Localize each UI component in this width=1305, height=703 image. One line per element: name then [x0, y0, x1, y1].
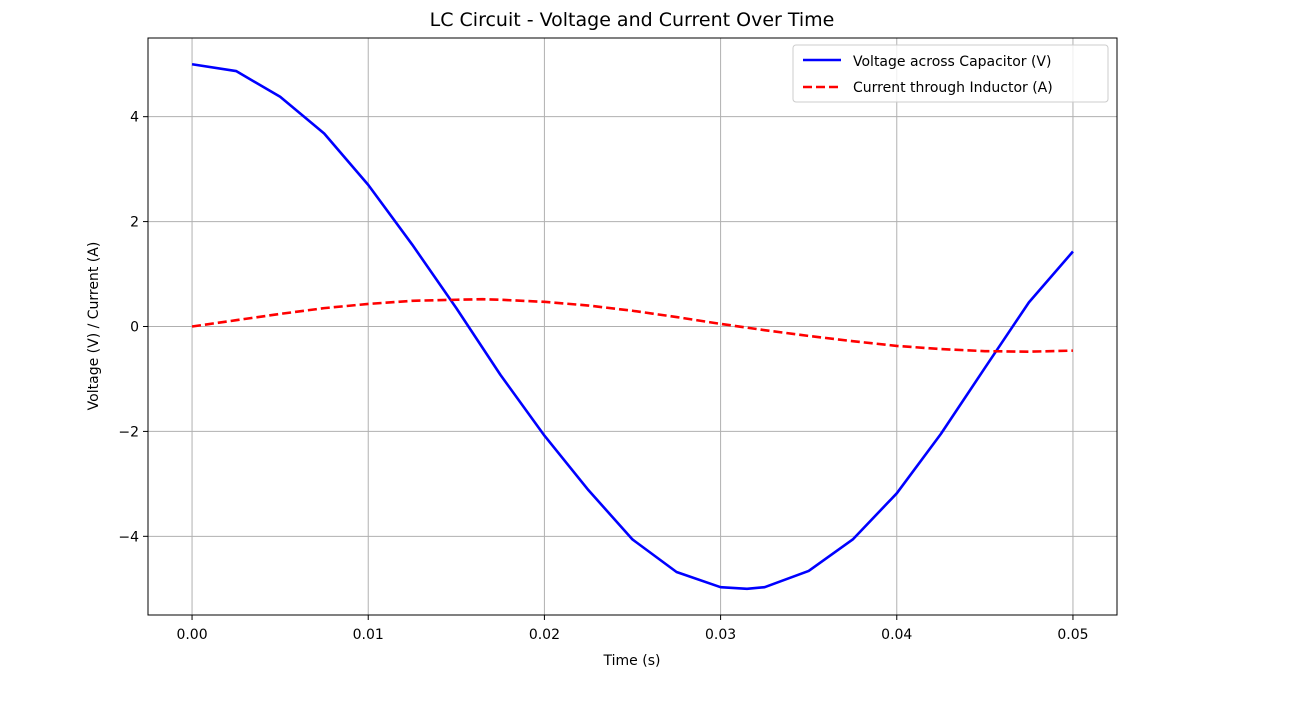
chart-title: LC Circuit - Voltage and Current Over Ti…	[430, 9, 835, 31]
legend-box	[792, 44, 1109, 103]
legend: Voltage across Capacitor (V) Current thr…	[792, 44, 1109, 103]
voltage-series-line	[191, 62, 1074, 591]
y-tick-label: −4	[118, 529, 139, 545]
plot-area: 0.00 0.01 0.02 0.03 0.04 0.05 −4 −2 0 2 4	[118, 37, 1118, 643]
current-series-line	[191, 297, 1073, 353]
legend-label-current: Current through Inductor (A)	[853, 80, 1053, 96]
grid-lines	[148, 38, 1117, 615]
y-axis: −4 −2 0 2 4	[118, 110, 148, 545]
y-axis-label: Voltage (V) / Current (A)	[86, 242, 102, 411]
y-tick-label: 2	[130, 215, 139, 231]
x-axis-label: Time (s)	[603, 653, 661, 669]
y-tick-label: 4	[130, 110, 139, 126]
series-layer	[191, 62, 1074, 591]
x-tick-label: 0.00	[176, 627, 207, 643]
x-tick-label: 0.02	[529, 627, 560, 643]
y-tick-label: 0	[130, 320, 139, 336]
x-axis: 0.00 0.01 0.02 0.03 0.04 0.05	[176, 615, 1089, 643]
x-tick-label: 0.03	[705, 627, 736, 643]
x-tick-label: 0.01	[353, 627, 384, 643]
y-tick-label: −2	[118, 424, 139, 440]
x-tick-label: 0.04	[881, 627, 912, 643]
x-tick-label: 0.05	[1057, 627, 1088, 643]
legend-label-voltage: Voltage across Capacitor (V)	[853, 54, 1051, 70]
